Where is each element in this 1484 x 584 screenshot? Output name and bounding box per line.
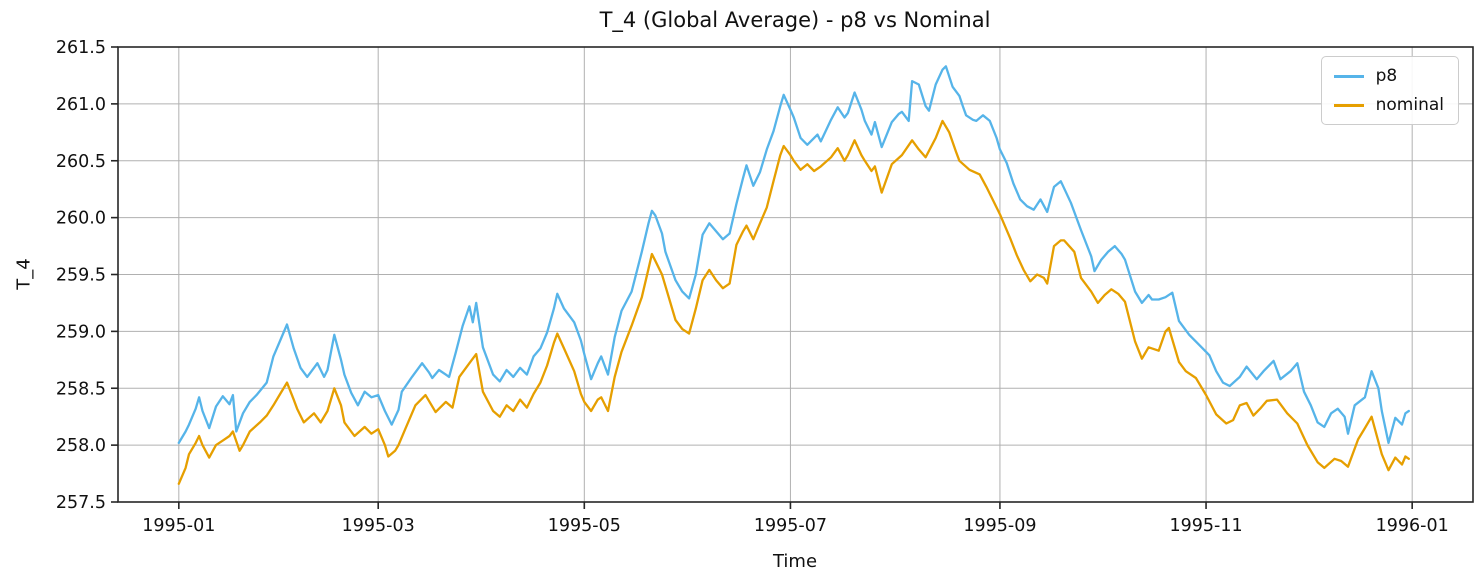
legend: p8 nominal	[1320, 56, 1459, 126]
x-tick-label: 1995-05	[548, 516, 621, 536]
y-tick-label: 259.0	[56, 322, 106, 342]
chart-title: T_4 (Global Average) - p8 vs Nominal	[599, 8, 991, 32]
legend-label-nominal: nominal	[1375, 94, 1444, 115]
y-tick-label: 258.5	[56, 379, 106, 399]
series-line-p8	[177, 65, 1410, 445]
y-tick-label: 261.5	[56, 38, 106, 58]
x-axis-label: Time	[772, 551, 818, 572]
x-tick-label: 1995-11	[1169, 516, 1242, 536]
y-tick-label: 258.0	[56, 436, 106, 456]
y-tick-label: 260.0	[56, 209, 106, 229]
y-tick-label: 257.5	[56, 493, 106, 513]
x-tick-label: 1995-07	[754, 516, 827, 536]
x-tick-label: 1995-01	[142, 516, 215, 536]
legend-label-p8: p8	[1375, 66, 1398, 86]
x-tick-label: 1995-09	[963, 516, 1036, 536]
legend-swatch-p8	[1333, 74, 1364, 78]
y-tick-label: 260.5	[56, 152, 106, 172]
legend-row-nominal: nominal	[1333, 94, 1444, 115]
x-tick-label: 1995-03	[342, 516, 415, 536]
y-tick-label: 261.0	[56, 95, 106, 115]
series-line-nominal	[177, 119, 1410, 485]
y-axis-label: T_4	[13, 258, 35, 290]
legend-swatch-nominal	[1333, 103, 1364, 107]
legend-row-p8: p8	[1333, 66, 1444, 86]
y-tick-label: 259.5	[56, 266, 106, 286]
x-tick-label: 1996-01	[1376, 516, 1449, 536]
